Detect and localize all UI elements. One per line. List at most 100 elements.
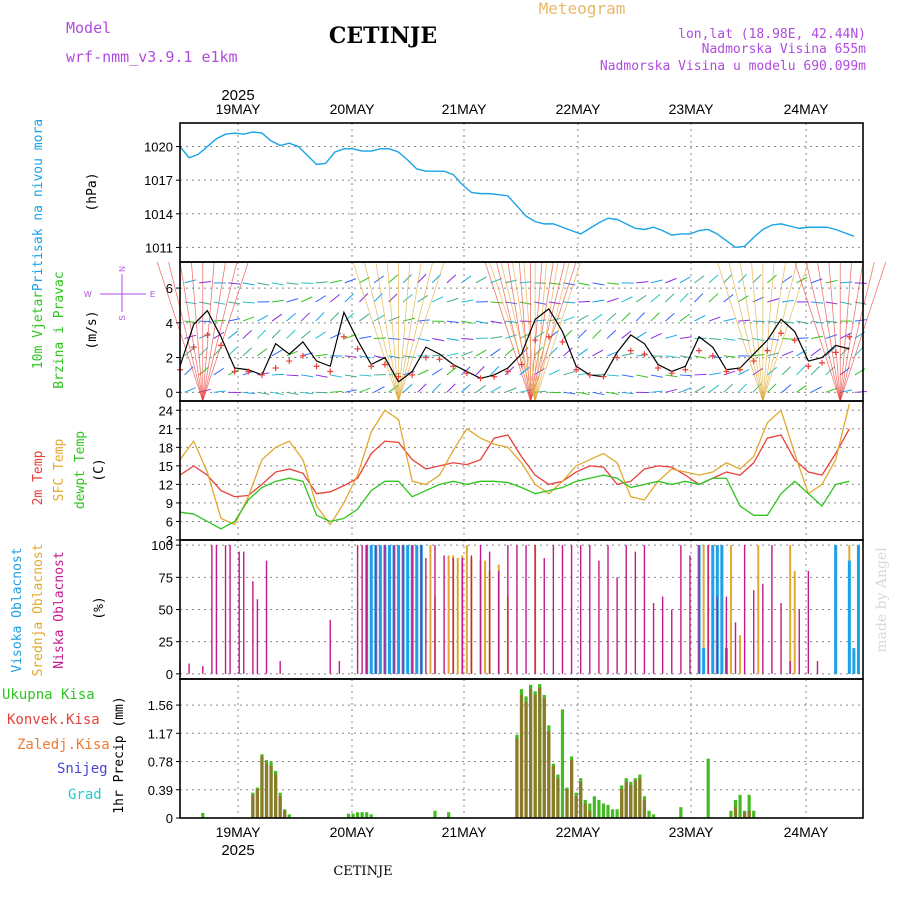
wind-barb [344, 374, 357, 378]
low-cloud-bar [780, 603, 782, 674]
wind-barb [708, 293, 719, 303]
wind-barb [723, 355, 736, 358]
wind-barb [417, 369, 429, 376]
wind-barb [359, 387, 371, 393]
low-cloud-bar [393, 545, 395, 674]
precip-total-bar [615, 809, 619, 818]
precip-conv-bar [633, 780, 637, 818]
wind-barb [723, 318, 736, 322]
precip-total-bar [647, 810, 651, 818]
wind-gust-marker [422, 354, 429, 361]
wind-barb [621, 312, 631, 322]
wind-barb [257, 329, 267, 339]
precip-total-bar [365, 812, 369, 818]
wind-barb [650, 333, 662, 339]
low-cloud-bar [202, 666, 204, 674]
low-cloud-bar [365, 545, 368, 674]
low-cloud-bar [534, 545, 536, 674]
wind-barb [534, 301, 547, 305]
model-name: wrf-nmm_v3.9.1 e1km [66, 48, 238, 66]
wind-barb [271, 391, 284, 396]
low-cloud-bar [188, 663, 190, 674]
wind-barb [402, 293, 413, 303]
wind-barb [402, 274, 413, 284]
wind-barb [577, 391, 590, 395]
low-cloud-bar [452, 558, 454, 674]
wind-barb [796, 385, 807, 393]
wind-barb [213, 346, 223, 357]
station-title: CETINJE [329, 23, 437, 49]
precip-conv-bar [524, 702, 528, 818]
wind-barb [315, 374, 328, 378]
wind-barb [854, 391, 867, 393]
wind-barb [490, 301, 503, 304]
wind-barb [431, 383, 441, 393]
wind-fan-line [739, 261, 764, 402]
wind-fan-line [839, 261, 864, 402]
wind-barb [767, 298, 780, 303]
y-tick-label: 3 [166, 533, 173, 548]
low-cloud-bar [361, 545, 363, 674]
precip-total-bar [592, 796, 596, 818]
precip-conv-bar [251, 794, 255, 818]
wind-barb [810, 386, 822, 393]
low-cloud-bar [598, 560, 600, 674]
wind-barb [811, 301, 824, 304]
wind-barb [563, 370, 576, 376]
wind-barb [767, 274, 777, 284]
wind-fan-line [530, 261, 543, 402]
precip-conv-bar [538, 687, 542, 818]
precip-conv-bar [620, 789, 624, 818]
pressure-unit: (hPa) [85, 172, 100, 211]
wind-barb [227, 346, 238, 357]
wind-barb [344, 355, 357, 358]
wind-barb [592, 349, 604, 357]
wind-fan-line [375, 261, 399, 402]
temp-unit: (C) [92, 458, 107, 481]
low-cloud-bar [616, 577, 618, 674]
y-tick-label: 50 [159, 603, 173, 618]
low-cloud-label: Niska Oblacnost [52, 551, 67, 668]
wind-barb [709, 372, 721, 376]
wind-fan-line [530, 261, 566, 402]
y-tick-label: 12 [159, 477, 173, 492]
wind-gust-marker [477, 375, 484, 382]
model-label: Model [66, 19, 111, 37]
low-cloud-bar [671, 609, 673, 674]
wind-barb [475, 384, 486, 393]
wind-barb [665, 388, 678, 393]
wind-barb [650, 279, 663, 284]
wind-barb [796, 365, 806, 376]
wind-barb [752, 274, 762, 284]
wind-barb [213, 390, 226, 393]
wind-gust-marker [450, 363, 457, 370]
low-cloud-bar [570, 545, 573, 674]
low-cloud-bar [411, 545, 413, 674]
precip-unit: 1hr Precip (mm) [112, 696, 127, 813]
wind-fan-line [484, 261, 531, 402]
low-cloud-bar [816, 660, 819, 674]
bottom-day-label: 24MAY [784, 824, 830, 840]
precip-conv-bar [283, 810, 287, 818]
mid-cloud-bar [757, 545, 760, 674]
low-cloud-bar [561, 545, 564, 674]
compass-n: N [118, 266, 127, 272]
precip-total-bar [679, 807, 683, 818]
wind-barb [432, 296, 444, 303]
wind-barb [417, 273, 427, 284]
low-cloud-bar [607, 545, 609, 674]
wind-gust-marker [737, 366, 744, 373]
wind-barb [315, 295, 327, 303]
top-day-label: 19MAY [216, 101, 262, 117]
wind-barb [490, 348, 501, 357]
precip-total-bar [729, 810, 733, 818]
wind-gust-marker [832, 349, 839, 356]
y-tick-label: 6 [166, 514, 173, 529]
mid-cloud-label: Srednja Oblacnost [31, 543, 46, 676]
temp2m-side-label: 2m Temp [31, 450, 46, 505]
wind-fan-line [386, 261, 399, 402]
y-tick-label: 75 [159, 570, 173, 585]
low-cloud-bar [488, 551, 491, 674]
top-day-label: 22MAY [556, 101, 602, 117]
